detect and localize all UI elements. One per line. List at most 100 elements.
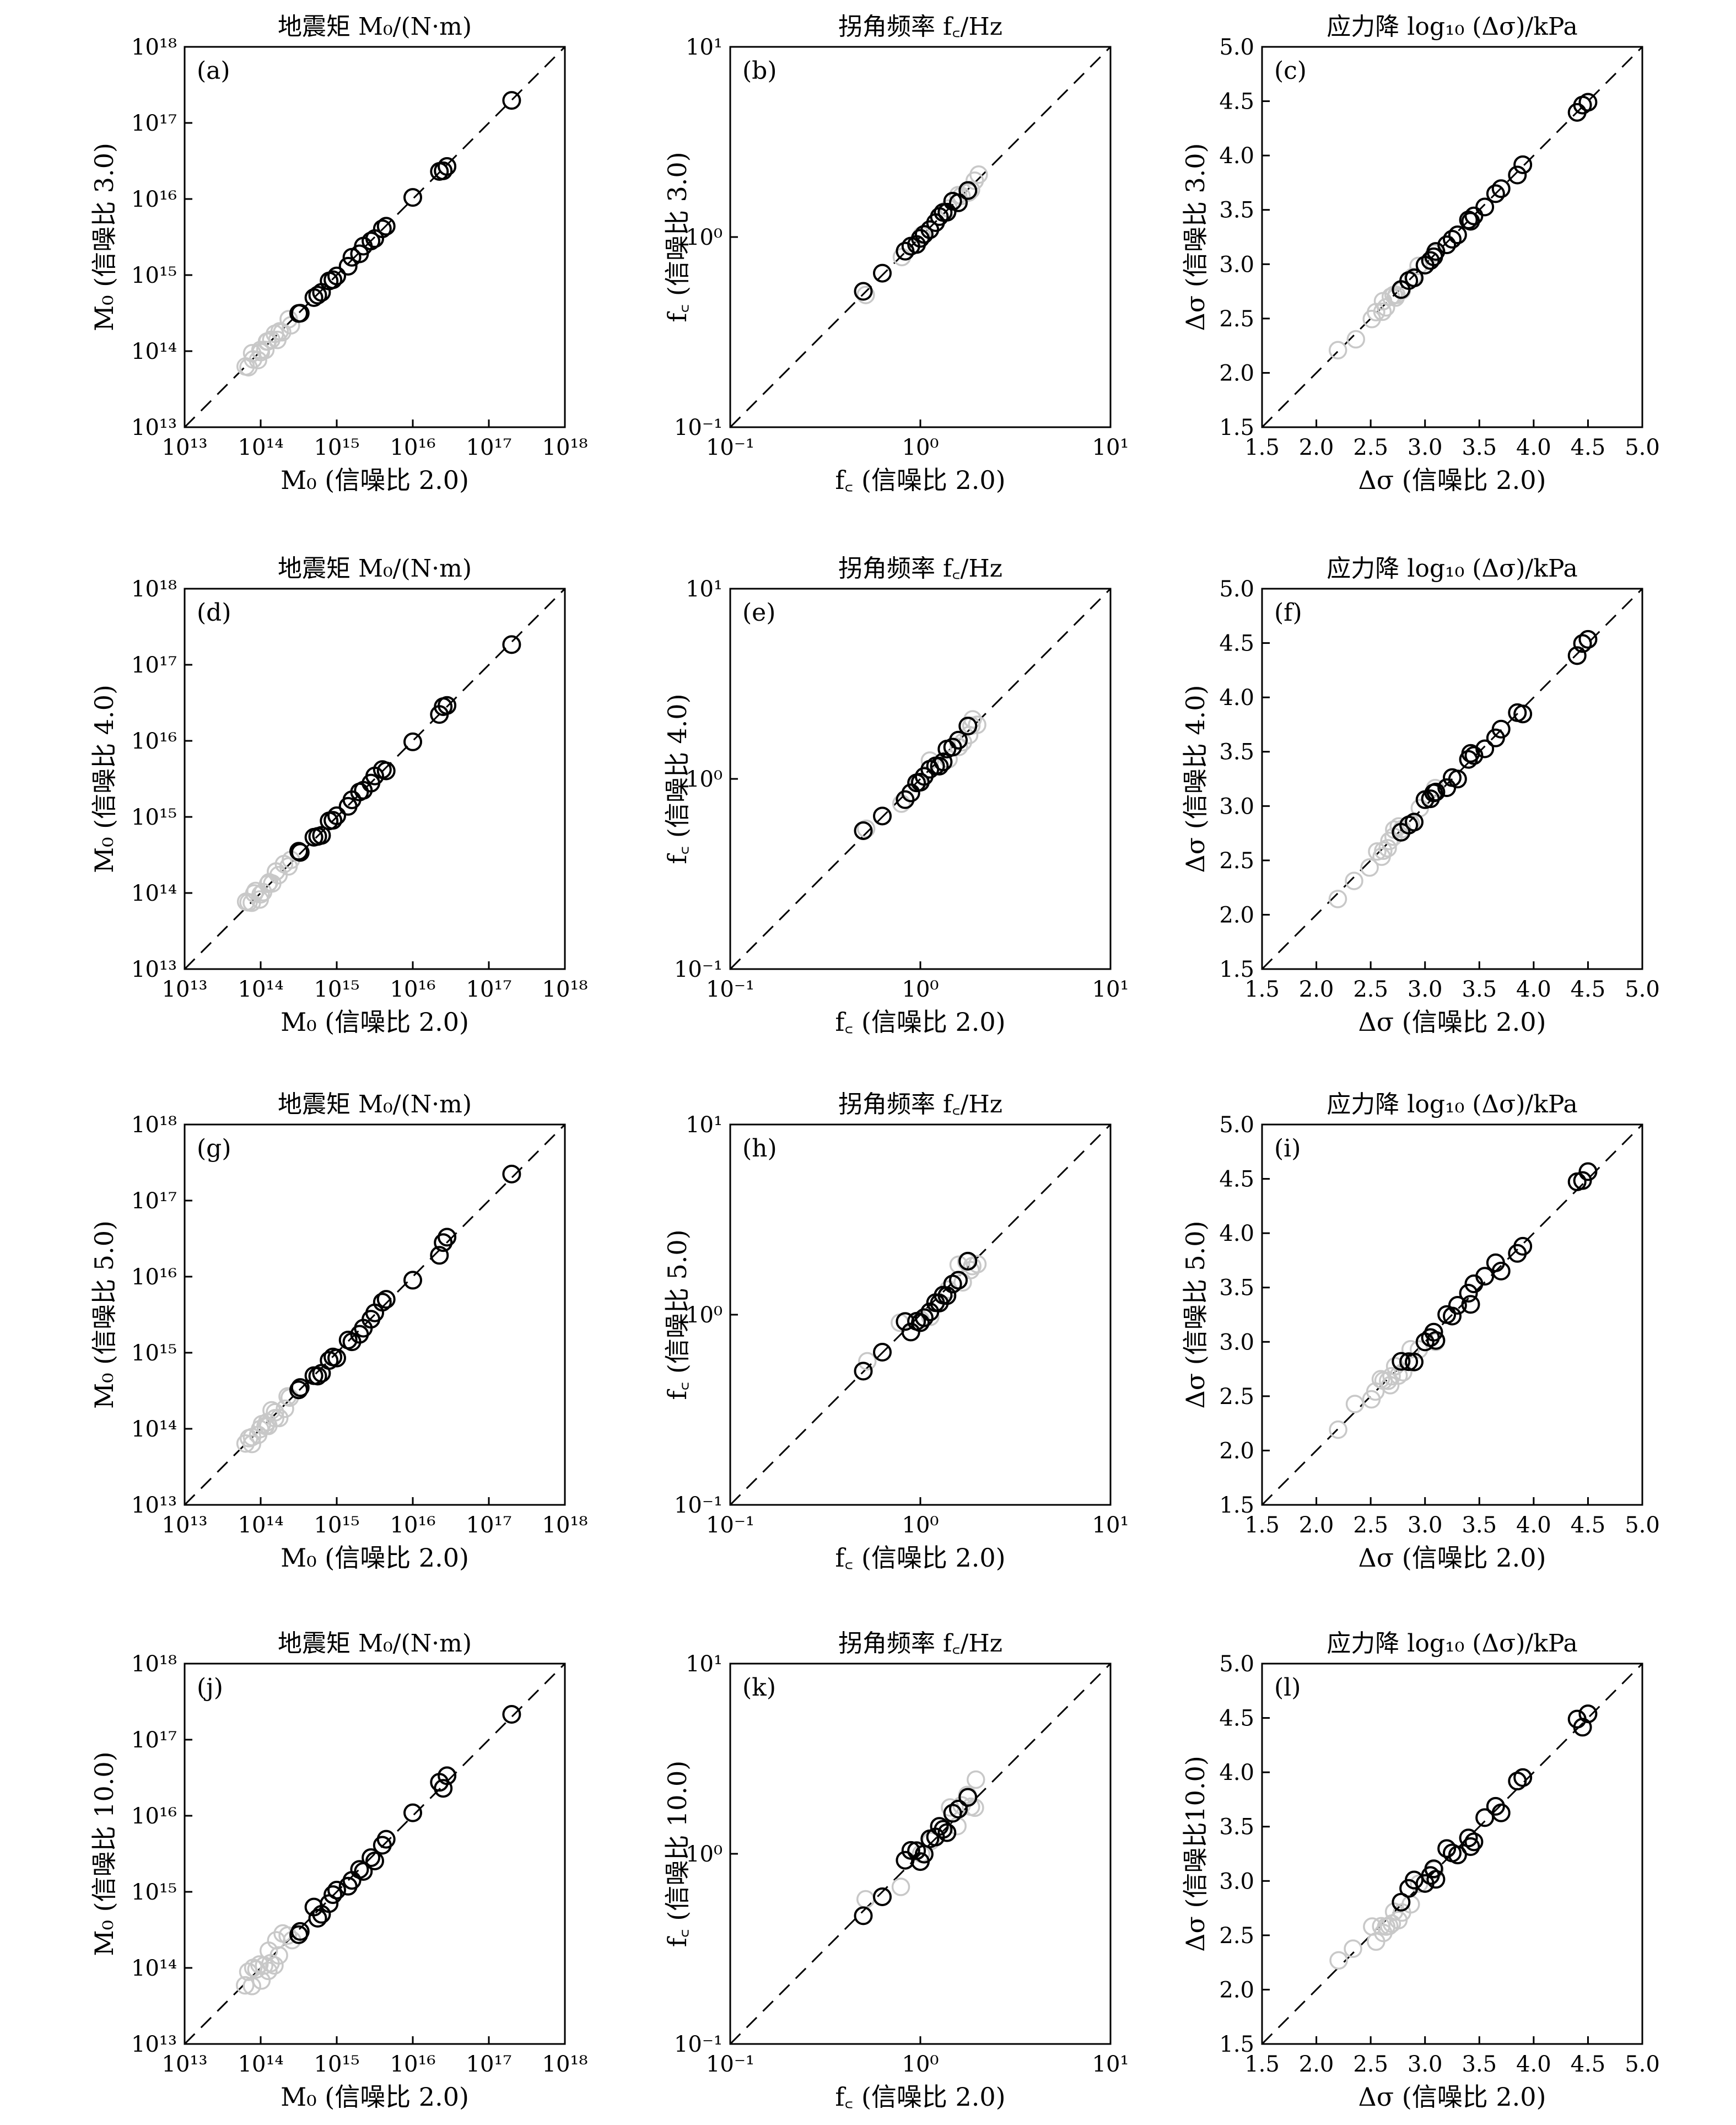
- scatter-point-black: [934, 752, 953, 772]
- scatter-point-grey: [265, 1956, 284, 1975]
- x-tick-label: 4.0: [1516, 1513, 1551, 1538]
- x-tick-label: 10⁻¹: [706, 2052, 754, 2077]
- scatter-point-black: [365, 1851, 384, 1870]
- panel-title: 应力降 log₁₀ (Δσ)/kPa: [1327, 1629, 1577, 1658]
- scatter-point-black: [1405, 1352, 1424, 1371]
- x-tick-label: 10¹⁶: [390, 2052, 436, 2077]
- scatter-point-black: [1578, 630, 1598, 649]
- scatter-point-black: [873, 1343, 892, 1362]
- scatter-point-grey: [259, 1961, 278, 1981]
- scatter-point-grey: [920, 751, 940, 770]
- y-axis-label: f꜀ (信噪比 3.0): [662, 152, 692, 322]
- x-tick-label: 10⁰: [902, 977, 939, 1002]
- scatter-point-black: [1513, 1236, 1533, 1256]
- scatter-point-black: [854, 282, 873, 301]
- scatter-point-grey: [950, 738, 968, 756]
- scatter-point-black: [502, 1705, 521, 1724]
- scatter-point-black: [1578, 1162, 1598, 1181]
- scatter-point-black: [1461, 1837, 1480, 1856]
- scatter-point-black: [320, 1351, 339, 1370]
- x-tick-label: 10¹⁷: [466, 977, 512, 1002]
- scatter-point-black: [338, 1876, 358, 1896]
- x-tick-label: 10¹⁴: [238, 977, 284, 1002]
- y-tick-label: 10¹³: [131, 957, 177, 982]
- scatter-point-grey: [1345, 1395, 1365, 1413]
- scatter-point-grey: [251, 1419, 269, 1439]
- x-tick-label: 10⁻¹: [706, 435, 754, 460]
- x-tick-label: 1.5: [1244, 435, 1280, 460]
- scatter-point-black: [1437, 235, 1457, 255]
- scatter-point-black: [1461, 1295, 1480, 1314]
- x-tick-label: 10⁰: [902, 1513, 939, 1538]
- x-axis-label: Δσ (信噪比 2.0): [1358, 2082, 1546, 2112]
- x-tick-label: 2.0: [1299, 435, 1334, 460]
- scatter-point-black: [949, 1271, 968, 1290]
- y-tick-label: 10¹³: [131, 415, 177, 440]
- scatter-point-black: [434, 161, 453, 180]
- scatter-point-grey: [267, 862, 285, 881]
- scatter-point-black: [1448, 225, 1467, 245]
- scatter-point-black: [373, 1293, 392, 1312]
- scatter-point-black: [373, 219, 392, 239]
- panel-label: (l): [1274, 1674, 1301, 1702]
- scatter-point-black: [901, 1841, 920, 1860]
- panel-b: 拐角频率 f꜀/Hz 10⁻¹10⁻¹ 10⁰ 10⁰ 10¹ 10¹ f꜀ (信噪比 2.…: [662, 13, 1129, 495]
- scatter-point-black: [1578, 93, 1598, 112]
- scatter-point-grey: [1389, 1366, 1408, 1385]
- scatter-point-black: [1491, 719, 1511, 739]
- x-tick-label: 10¹⁶: [390, 1513, 436, 1538]
- scatter-point-grey: [1346, 330, 1366, 349]
- scatter-point-black: [1426, 782, 1446, 801]
- scatter-point-black: [502, 635, 521, 654]
- y-tick-label: 10¹⁷: [131, 1728, 177, 1753]
- panel-c: 应力降 log₁₀ (Δσ)/kPa 1.51.5 2.0 2.0 2.5 2.5 3.0 3…: [1180, 13, 1660, 495]
- y-tick-label: 2.5: [1219, 1923, 1254, 1949]
- scatter-point-black: [930, 756, 949, 776]
- scatter-point-black: [1399, 1352, 1419, 1371]
- x-tick-label: 4.5: [1571, 2052, 1606, 2077]
- x-tick-label: 1.5: [1244, 2052, 1280, 2077]
- scatter-point-black: [502, 1164, 521, 1183]
- y-tick-label: 10¹⁸: [131, 577, 177, 602]
- y-tick-label: 4.0: [1219, 143, 1254, 169]
- x-tick-label: 1.5: [1244, 977, 1280, 1002]
- panel-label: (k): [742, 1674, 776, 1702]
- scatter-point-grey: [1401, 1340, 1420, 1359]
- scatter-point-black: [289, 1380, 308, 1400]
- reference-line: [1261, 46, 1643, 428]
- scatter-point-grey: [268, 330, 287, 349]
- scatter-point-black: [1448, 1846, 1467, 1865]
- scatter-point-grey: [251, 885, 270, 904]
- x-tick-label: 10¹⁵: [314, 435, 360, 460]
- scatter-point-grey: [278, 1926, 297, 1945]
- x-tick-label: 4.0: [1516, 2052, 1551, 2077]
- x-tick-label: 5.0: [1625, 435, 1660, 460]
- x-axis-label: M₀ (信噪比 2.0): [281, 2082, 469, 2112]
- scatter-point-black: [937, 1286, 957, 1305]
- y-tick-label: 10¹⁵: [131, 1880, 177, 1905]
- scatter-point-grey: [1382, 1367, 1401, 1386]
- scatter-point-black: [1424, 1859, 1443, 1879]
- x-tick-label: 4.0: [1516, 435, 1551, 460]
- scatter-point-black: [958, 1788, 978, 1807]
- scatter-point-black: [873, 1887, 892, 1906]
- scatter-point-black: [438, 157, 457, 176]
- panel-h: 拐角频率 f꜀/Hz 10⁻¹10⁻¹ 10⁰ 10⁰ 10¹ 10¹ f꜀ (信噪比 2.…: [662, 1090, 1129, 1573]
- scatter-point-black: [1464, 206, 1484, 225]
- y-tick-label: 10¹⁷: [131, 111, 177, 136]
- x-tick-label: 2.5: [1353, 2052, 1388, 2077]
- panel-label: (e): [742, 599, 775, 627]
- scatter-point-black: [434, 1233, 453, 1252]
- scatter-point-grey: [892, 794, 911, 813]
- scatter-point-grey: [1328, 890, 1347, 908]
- x-tick-label: 10¹⁵: [314, 1513, 360, 1538]
- scatter-point-black: [1424, 1322, 1443, 1342]
- x-tick-label: 10¹⁶: [390, 435, 436, 460]
- y-tick-label: 10¹⁴: [131, 881, 177, 906]
- scatter-point-black: [1475, 1267, 1495, 1286]
- scatter-point-black: [873, 263, 892, 283]
- x-tick-label: 5.0: [1625, 2052, 1660, 2077]
- scatter-point-black: [1486, 184, 1505, 203]
